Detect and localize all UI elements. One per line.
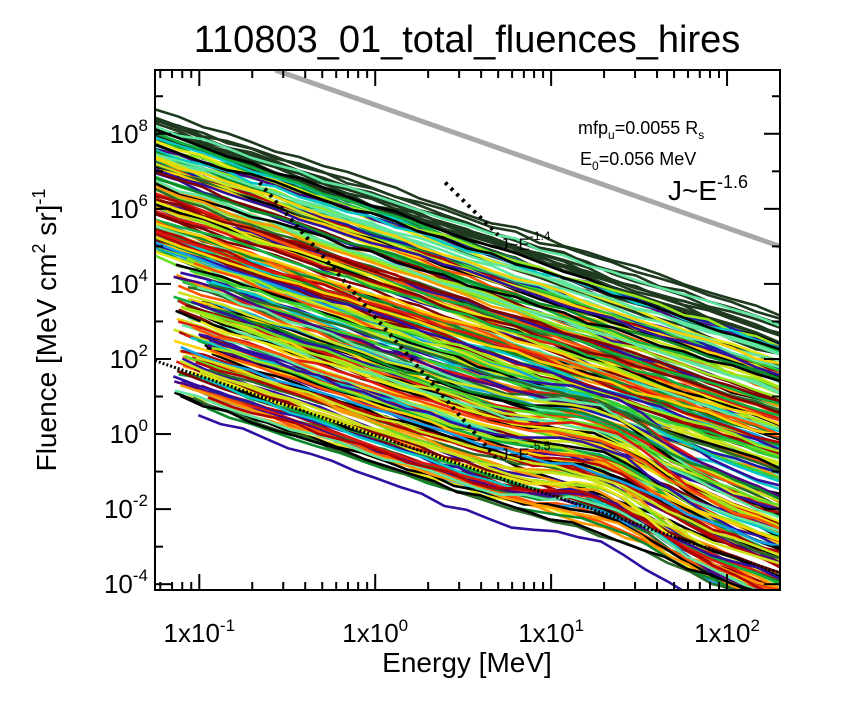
reference-line-grey <box>274 70 780 249</box>
y-tick-label: 10-2 <box>104 491 148 524</box>
y-tick-label: 108 <box>110 116 148 149</box>
fluence-series-line <box>188 307 780 507</box>
x-tick-label: 1x102 <box>694 616 760 648</box>
fluence-series-line <box>155 188 780 400</box>
reference-lines <box>155 70 780 575</box>
fluence-series-line <box>193 367 780 575</box>
fluence-series-line <box>155 132 780 337</box>
fluence-series-line <box>206 359 780 575</box>
fluence-series-line <box>155 143 780 351</box>
y-tick-label: 100 <box>110 416 148 449</box>
fluence-series-line <box>155 182 780 383</box>
fluence-series-line <box>155 218 780 418</box>
y-ticks: 10-4 10-2 100 102 104 106 108 <box>104 95 780 599</box>
fluence-series-line <box>155 125 780 327</box>
fluence-series-line <box>179 359 780 578</box>
fluence-series-line <box>155 125 780 337</box>
fluence-series-line <box>204 343 780 551</box>
fluence-series-line <box>177 290 780 503</box>
x-tick-label: 1x10-1 <box>164 616 236 648</box>
y-tick-label: 102 <box>110 341 148 374</box>
x-axis-title: Energy [MeV] <box>382 647 552 678</box>
fluence-series-line <box>155 176 780 380</box>
y-axis-title: Fluence [MeV cm2 sr]-1 <box>29 189 62 472</box>
fluence-series-line <box>155 167 780 377</box>
y-tick-label: 104 <box>110 266 148 299</box>
fluence-series-line <box>173 391 750 590</box>
fluence-series-line <box>155 121 780 326</box>
fluence-series-line <box>174 389 759 590</box>
fluence-series-line <box>197 265 780 465</box>
fluence-series-line <box>179 394 758 590</box>
j-upper-annotation: J~E-1.4 <box>500 229 551 254</box>
x-tick-label: 1x101 <box>518 616 584 648</box>
mfp-annotation: mfpu=0.0055 Rs <box>578 118 704 142</box>
reference-line-dotted <box>257 181 500 462</box>
plot-frame <box>154 69 781 591</box>
fluence-series-line <box>210 348 780 555</box>
x-tick-label: 1x100 <box>342 616 408 648</box>
fluence-series-line <box>155 198 780 403</box>
fluence-series-line <box>155 157 780 365</box>
j-main-annotation: J~E-1.6 <box>668 172 748 206</box>
fluence-series-line <box>180 345 780 548</box>
e0-annotation: E0=0.056 MeV <box>580 149 696 173</box>
fluence-series-line <box>155 187 780 394</box>
fluence-series-line <box>191 325 780 530</box>
fluence-series-line <box>207 306 780 501</box>
fluence-series-line <box>208 283 780 473</box>
fluence-series-line <box>187 316 780 519</box>
fluence-series-line <box>155 152 780 356</box>
y-tick-label: 10-4 <box>104 566 148 599</box>
fluence-series-line <box>199 370 780 565</box>
fluence-series-line <box>155 235 780 437</box>
fluence-series-line <box>208 338 780 549</box>
fluence-series-line <box>189 269 780 460</box>
y-tick-label: 106 <box>110 191 148 224</box>
fluence-series-line <box>175 275 780 480</box>
fluence-series-line <box>155 108 780 317</box>
fluence-series-line <box>211 346 780 540</box>
fluence-series-line <box>155 221 780 426</box>
fluence-series-line <box>175 263 780 470</box>
fluence-series-line <box>155 243 780 451</box>
fluence-series-line <box>155 166 780 380</box>
fluence-series-line <box>197 413 685 590</box>
chart-title: 110803_01_total_fluences_hires <box>194 19 741 61</box>
fluence-series-line <box>199 320 780 524</box>
fluence-series-line <box>173 275 780 498</box>
fluence-series-line <box>207 396 768 590</box>
x-ticks: 1x10-1 1x100 1x101 1x102 <box>159 70 781 648</box>
j-lower-annotation: J~E-5.5 <box>500 439 551 464</box>
